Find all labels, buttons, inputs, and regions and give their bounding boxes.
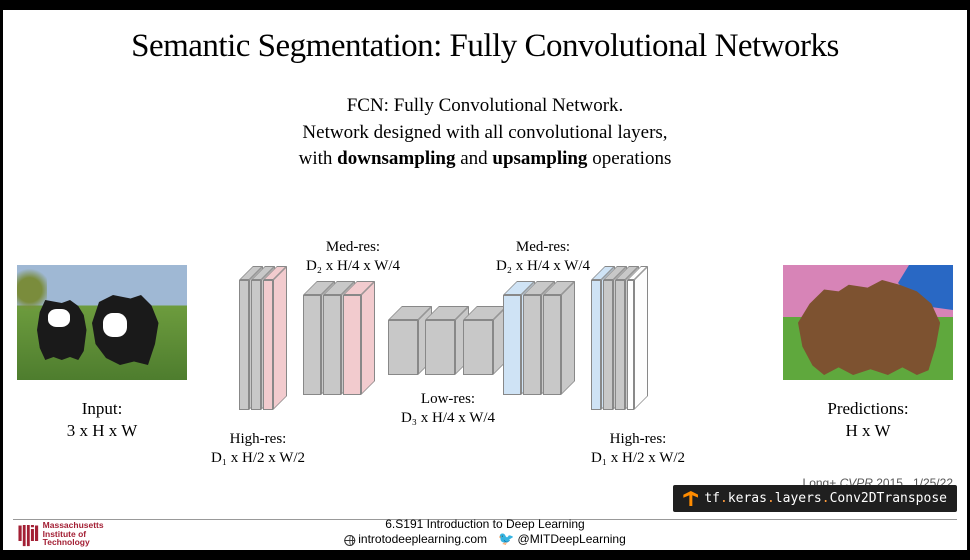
output-caption-l2: H x W: [845, 421, 890, 440]
label-lowres: Low-res:D₃ x H/4 x W/4: [378, 390, 518, 428]
conv-block: [603, 280, 613, 410]
conv-block: [303, 295, 321, 395]
conv-block: [239, 280, 249, 410]
site: introtodeeplearning.com: [358, 532, 487, 546]
output-caption-l1: Predictions:: [827, 399, 908, 418]
label-highres-left: High-res:D₁ x H/2 x W/2: [183, 430, 333, 468]
subtitle-bold1: downsampling: [337, 148, 455, 169]
output-block: Predictions: H x W: [783, 265, 953, 442]
slide-title: Semantic Segmentation: Fully Convolution…: [3, 10, 967, 65]
conv-block: [627, 280, 634, 410]
conv-block: [388, 320, 418, 375]
subtitle-line3-post: operations: [587, 148, 671, 169]
cow-shape-1: [37, 300, 92, 360]
cow-shape-2: [92, 295, 162, 365]
conv-block: [503, 295, 521, 395]
code-bar: tf.keras.layers.Conv2DTranspose: [673, 485, 957, 512]
footer: I||iI MassachusettsInstitute ofTechnolog…: [3, 521, 967, 547]
input-caption: Input: 3 x H x W: [17, 398, 187, 442]
conv-block: [615, 280, 625, 410]
content-area: Input: 3 x H x W Med-res:D₂ x H/4 x W/4 …: [3, 220, 967, 500]
conv-block: [263, 280, 273, 410]
globe-icon: [344, 535, 355, 546]
conv-block: [425, 320, 455, 375]
twitter-icon: 🐦: [498, 531, 514, 546]
course-code: 6.S191 Introduction to Deep Learning: [385, 517, 584, 531]
label-highres-right: High-res:D₁ x H/2 x W/2: [563, 430, 713, 468]
handle: @MITDeepLearning: [518, 532, 626, 546]
conv-block: [543, 295, 561, 395]
input-image: [17, 265, 187, 380]
code-text: tf.keras.layers.Conv2DTranspose: [704, 491, 947, 506]
subtitle-line2: Network designed with all convolutional …: [302, 122, 667, 143]
conv-block: [523, 295, 541, 395]
output-image: [783, 265, 953, 380]
subtitle-line3-pre: with: [299, 148, 338, 169]
output-caption: Predictions: H x W: [783, 398, 953, 442]
subtitle-line1: FCN: Fully Convolutional Network.: [347, 95, 624, 116]
conv-block: [323, 295, 341, 395]
slide-subtitle: FCN: Fully Convolutional Network. Networ…: [3, 93, 967, 173]
conv-block: [463, 320, 493, 375]
mit-logo: I||iI: [17, 521, 38, 547]
footer-center: 6.S191 Introduction to Deep Learning int…: [344, 517, 626, 547]
subtitle-mid: and: [455, 148, 492, 169]
label-medres-right: Med-res:D₂ x H/4 x W/4: [478, 238, 608, 276]
conv-block: [251, 280, 261, 410]
tensorflow-icon: [683, 491, 698, 506]
label-medres-left: Med-res:D₂ x H/4 x W/4: [288, 238, 418, 276]
slide: Semantic Segmentation: Fully Convolution…: [3, 10, 967, 550]
mit-text: MassachusettsInstitute ofTechnology: [43, 521, 104, 547]
conv-block: [343, 295, 361, 395]
input-caption-l2: 3 x H x W: [67, 421, 138, 440]
input-caption-l1: Input:: [82, 399, 123, 418]
input-block: Input: 3 x H x W: [17, 265, 187, 442]
conv-block: [591, 280, 601, 410]
network-diagram: Med-res:D₂ x H/4 x W/4 Med-res:D₂ x H/4 …: [203, 220, 743, 480]
subtitle-bold2: upsampling: [492, 148, 587, 169]
